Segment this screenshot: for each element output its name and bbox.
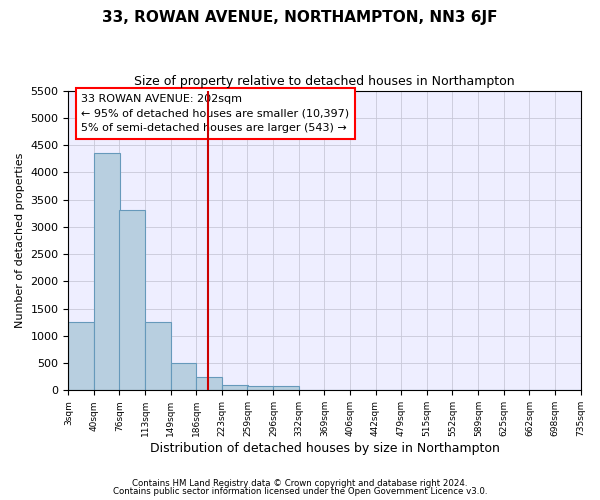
Title: Size of property relative to detached houses in Northampton: Size of property relative to detached ho… [134,75,515,88]
Bar [94,153,120,390]
Y-axis label: Number of detached properties: Number of detached properties [15,153,25,328]
Text: 33 ROWAN AVENUE: 202sqm
← 95% of detached houses are smaller (10,397)
5% of semi: 33 ROWAN AVENUE: 202sqm ← 95% of detache… [81,94,349,133]
Bar [119,210,145,390]
Bar [274,386,299,390]
Bar [170,363,196,390]
Bar [223,385,248,390]
Text: 33, ROWAN AVENUE, NORTHAMPTON, NN3 6JF: 33, ROWAN AVENUE, NORTHAMPTON, NN3 6JF [102,10,498,25]
Bar [196,376,223,390]
Text: Contains HM Land Registry data © Crown copyright and database right 2024.: Contains HM Land Registry data © Crown c… [132,478,468,488]
Bar [247,386,274,390]
X-axis label: Distribution of detached houses by size in Northampton: Distribution of detached houses by size … [149,442,499,455]
Bar [68,322,94,390]
Text: Contains public sector information licensed under the Open Government Licence v3: Contains public sector information licen… [113,487,487,496]
Bar [145,322,171,390]
